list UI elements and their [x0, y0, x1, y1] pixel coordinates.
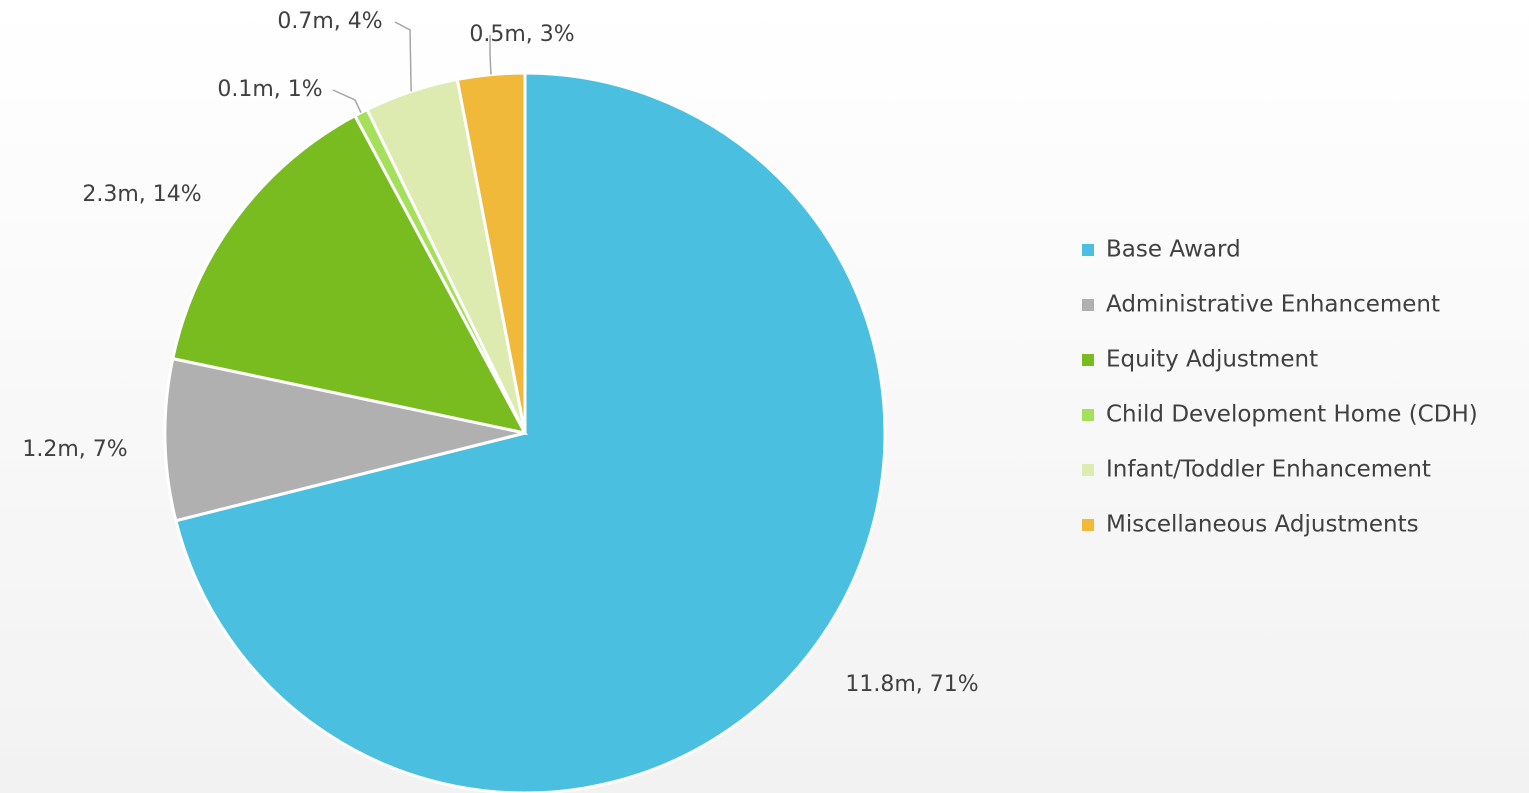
pie-slice — [163, 356, 526, 523]
leader-line — [489, 35, 492, 75]
legend-swatch — [1082, 244, 1094, 256]
data-label: 11.8m, 71% — [845, 672, 978, 697]
data-label: 2.3m, 14% — [82, 182, 201, 207]
legend-label: Child Development Home (CDH) — [1106, 402, 1478, 428]
data-label: 1.2m, 7% — [22, 437, 127, 462]
legend-label: Administrative Enhancement — [1106, 292, 1440, 318]
pie-slice — [170, 113, 528, 436]
pie-slice — [174, 71, 887, 793]
legend-label: Miscellaneous Adjustments — [1106, 512, 1419, 538]
data-label: 0.1m, 1% — [217, 77, 322, 102]
leader-line — [394, 21, 412, 92]
legend-label: Infant/Toddler Enhancement — [1106, 457, 1431, 483]
legend-label: Equity Adjustment — [1106, 347, 1318, 373]
data-label: 0.5m, 3% — [469, 22, 574, 47]
pie-slice — [455, 71, 527, 434]
legend-swatch — [1082, 464, 1094, 476]
legend-swatch — [1082, 299, 1094, 311]
data-label: 0.7m, 4% — [277, 9, 382, 34]
legend-swatch — [1082, 409, 1094, 421]
legend-swatch — [1082, 519, 1094, 531]
leader-line — [332, 89, 362, 113]
legend-label: Base Award — [1106, 237, 1241, 263]
legend-swatch — [1082, 354, 1094, 366]
